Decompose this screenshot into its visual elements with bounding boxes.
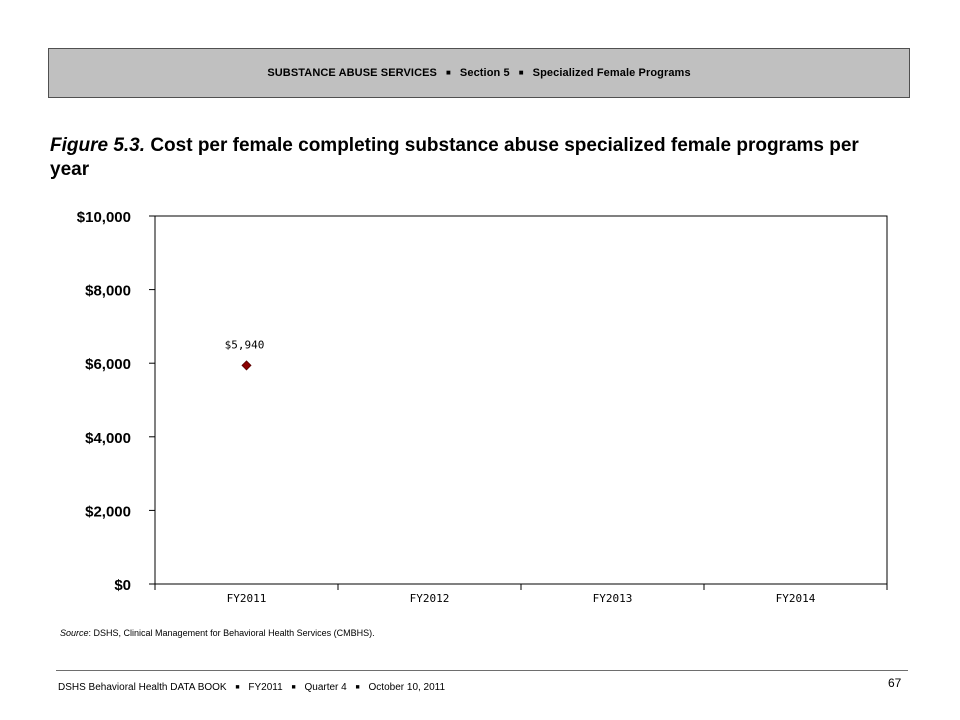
y-tick-label: $4,000 xyxy=(85,430,131,447)
x-tick-label: FY2012 xyxy=(410,592,450,605)
figure-label: Figure 5.3. xyxy=(50,135,146,156)
footer-book-title: DSHS Behavioral Health DATA BOOK xyxy=(58,682,227,693)
data-markers xyxy=(241,360,252,371)
footer-divider xyxy=(56,670,908,671)
header-subsection: Specialized Female Programs xyxy=(532,67,691,79)
header-separator-1: ■ xyxy=(445,67,451,77)
figure-caption: Cost per female completing substance abu… xyxy=(50,135,859,180)
data-point-label: $5,940 xyxy=(225,338,265,351)
y-tick-label: $10,000 xyxy=(77,209,131,226)
data-labels: $5,940 xyxy=(225,338,265,351)
y-tick-label: $8,000 xyxy=(85,283,131,300)
data-point-marker xyxy=(241,360,252,371)
source-label: Source xyxy=(60,628,89,638)
source-text: : DSHS, Clinical Management for Behavior… xyxy=(88,628,375,638)
x-tick-label: FY2014 xyxy=(776,592,816,605)
section-header-band: SUBSTANCE ABUSE SERVICES ■ Section 5 ■ S… xyxy=(48,48,910,98)
footer-separator-2: ■ xyxy=(291,684,296,691)
header-section: Section 5 xyxy=(459,67,510,79)
footer-separator-1: ■ xyxy=(235,684,240,691)
y-tick-label: $2,000 xyxy=(85,503,131,520)
header-topic: SUBSTANCE ABUSE SERVICES xyxy=(267,67,437,79)
figure-title: Figure 5.3. Cost per female completing s… xyxy=(50,134,890,182)
footer-info: DSHS Behavioral Health DATA BOOK ■ FY201… xyxy=(58,682,445,693)
y-axis-ticks xyxy=(149,215,155,585)
page-number: 67 xyxy=(888,676,902,690)
x-tick-label: FY2013 xyxy=(593,592,633,605)
y-tick-label: $6,000 xyxy=(85,356,131,373)
y-tick-label: $0 xyxy=(114,577,131,594)
plot-area-frame xyxy=(154,215,888,585)
footer-quarter: Quarter 4 xyxy=(304,682,347,693)
header-separator-2: ■ xyxy=(518,67,524,77)
x-axis-labels: FY2011 FY2012 FY2013 FY2014 xyxy=(227,592,816,605)
y-axis-labels: $0 $2,000 $4,000 $6,000 $8,000 $10,000 xyxy=(77,209,131,594)
footer-date: October 10, 2011 xyxy=(368,682,446,693)
source-note: Source: DSHS, Clinical Management for Be… xyxy=(60,628,375,638)
footer-fiscal-year: FY2011 xyxy=(248,682,283,693)
x-tick-label: FY2011 xyxy=(227,592,267,605)
footer-separator-3: ■ xyxy=(355,684,360,691)
x-axis-ticks xyxy=(154,584,888,590)
